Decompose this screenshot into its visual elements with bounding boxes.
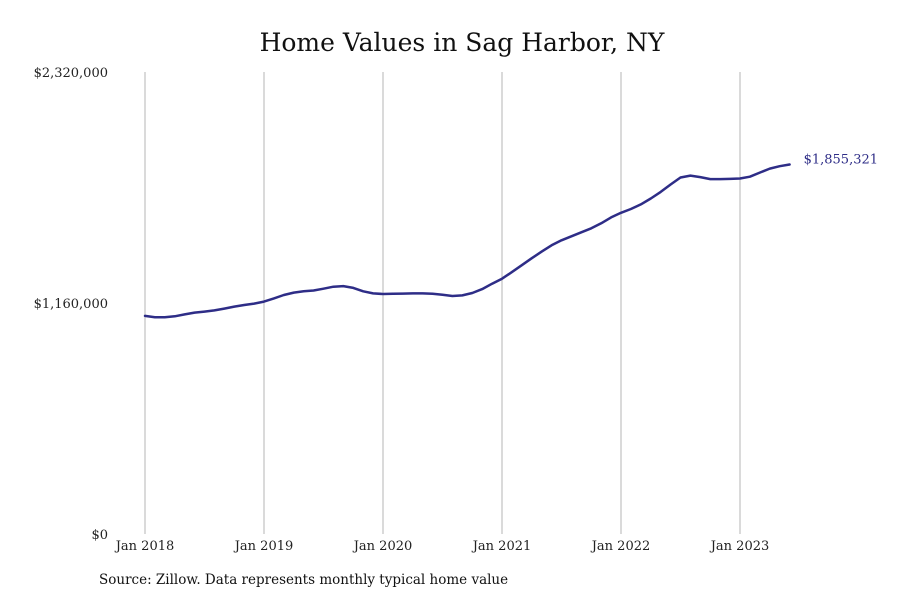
series-line	[143, 163, 791, 319]
source-note: Source: Zillow. Data represents monthly …	[99, 572, 509, 588]
grid-lines	[144, 72, 741, 534]
y-tick-label: $0	[91, 528, 108, 543]
x-tick-label: Jan 2020	[352, 539, 413, 554]
x-tick-label: Jan 2018	[114, 539, 175, 554]
y-axis-ticks: $0 $1,160,000 $2,320,000	[34, 66, 108, 543]
end-value-label: $1,855,321	[804, 153, 878, 168]
y-tick-label: $1,160,000	[34, 297, 108, 312]
series-layer: $1,855,321	[143, 153, 878, 319]
y-tick-label: $2,320,000	[34, 66, 108, 81]
x-tick-label: Jan 2023	[709, 539, 770, 554]
x-tick-label: Jan 2021	[471, 539, 532, 554]
x-tick-label: Jan 2019	[233, 539, 294, 554]
x-axis-ticks: Jan 2018 Jan 2019 Jan 2020 Jan 2021 Jan 2022…	[114, 539, 770, 554]
chart-title: Home Values in Sag Harbor, NY	[260, 28, 665, 57]
x-tick-label: Jan 2022	[590, 539, 651, 554]
